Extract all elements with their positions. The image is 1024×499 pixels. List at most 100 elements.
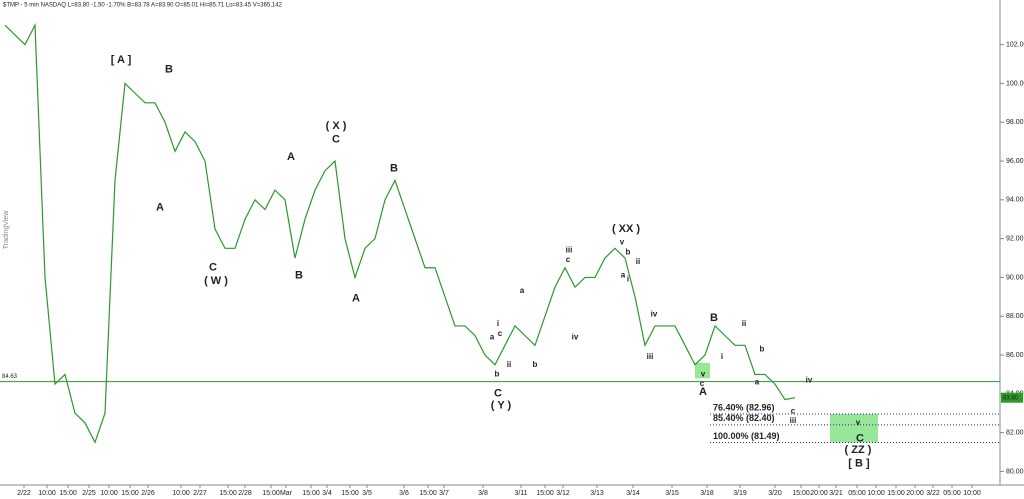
x-tick-label: 15:00 xyxy=(419,490,437,497)
y-tick-label: 100.00 xyxy=(1006,80,1024,87)
y-tick-label: 80.00 xyxy=(1006,468,1024,475)
wave-label: a xyxy=(490,333,495,342)
wave-label: [ B ] xyxy=(848,458,870,470)
wave-label: v xyxy=(620,238,625,247)
x-tick-label: 05:00 xyxy=(943,490,961,497)
wave-label: iii xyxy=(566,245,573,254)
x-tick-label: 2/27 xyxy=(193,490,207,497)
x-tick-label: 3/18 xyxy=(700,490,714,497)
x-tick-label: 15:00 xyxy=(887,490,905,497)
wave-label: B xyxy=(710,312,718,324)
wave-label: [ A ] xyxy=(111,54,132,66)
price-line xyxy=(4,22,796,444)
wave-label: C xyxy=(332,134,340,146)
wave-label: b xyxy=(760,344,765,353)
wave-label: b xyxy=(495,370,500,379)
x-tick-label: 3/22 xyxy=(926,490,940,497)
y-tick-label: 94.00 xyxy=(1006,197,1024,204)
x-tick-label: 15:00 xyxy=(792,490,810,497)
x-tick-label: 3/5 xyxy=(362,490,372,497)
last-price-label: 83.80 xyxy=(1003,395,1019,401)
wave-label: v xyxy=(701,370,706,379)
x-tick-label: 3/7 xyxy=(439,490,449,497)
target-zone xyxy=(695,362,710,379)
x-tick-label: 15:00 xyxy=(59,490,77,497)
wave-label: v xyxy=(856,418,861,427)
y-tick-label: 82.00 xyxy=(1006,429,1024,436)
last-price-box xyxy=(1001,392,1023,403)
x-tick-label: Mar xyxy=(280,490,293,497)
wave-label: ( ZZ ) xyxy=(845,444,872,456)
wave-label: C xyxy=(494,388,502,400)
chart-title: $TMP - 5 min NASDAQ L=83.80 -1.50 -1.70%… xyxy=(3,3,283,9)
x-tick-label: 3/15 xyxy=(665,490,679,497)
x-tick-label: 3/4 xyxy=(322,490,332,497)
wave-label: ii xyxy=(742,319,746,328)
wave-label: ii xyxy=(507,360,511,369)
x-tick-label: 3/13 xyxy=(590,490,604,497)
wave-label: ii xyxy=(636,257,640,266)
x-tick-label: 3/6 xyxy=(399,490,409,497)
y-tick-label: 98.00 xyxy=(1006,119,1024,126)
x-tick-label: 05:00 xyxy=(848,490,866,497)
x-tick-label: 15:00 xyxy=(262,490,280,497)
y-tick-label: 92.00 xyxy=(1006,235,1024,242)
x-tick-label: 3/12 xyxy=(556,490,570,497)
target-zone xyxy=(830,413,878,443)
wave-label: C xyxy=(209,262,217,274)
x-tick-label: 3/20 xyxy=(768,490,782,497)
wave-label: B xyxy=(165,64,173,76)
wave-label: A xyxy=(699,386,707,398)
y-tick-label: 90.00 xyxy=(1006,274,1024,281)
wave-label: c xyxy=(566,255,571,264)
x-tick-label: 3/14 xyxy=(626,490,640,497)
x-tick-label: 15:00 xyxy=(341,490,359,497)
wave-label: B xyxy=(295,269,303,281)
wave-label: iii xyxy=(647,352,654,361)
wave-label: iii xyxy=(790,416,797,425)
x-tick-label: 20:00 xyxy=(810,490,828,497)
wave-label: c xyxy=(700,379,705,388)
x-tick-label: 15:00 xyxy=(219,490,237,497)
wave-label: iv xyxy=(572,333,579,342)
wave-label: i xyxy=(721,352,723,361)
wave-label: ( X ) xyxy=(326,120,347,132)
x-tick-label: 2/25 xyxy=(82,490,96,497)
wave-label: iv xyxy=(806,375,813,384)
watermark: TradingView xyxy=(3,210,10,249)
wave-label: B xyxy=(390,163,398,175)
wave-label: a xyxy=(755,377,760,386)
wave-label: c xyxy=(791,406,796,415)
y-tick-label: 88.00 xyxy=(1006,313,1024,320)
wave-label: c xyxy=(498,329,503,338)
x-tick-label: 10:00 xyxy=(172,490,190,497)
wave-label: b xyxy=(626,247,631,256)
wave-label: b xyxy=(533,360,538,369)
x-tick-label: 10:00 xyxy=(100,490,118,497)
wave-label: i xyxy=(497,319,499,328)
wave-label: C xyxy=(856,432,864,444)
x-tick-label: 2/28 xyxy=(238,490,252,497)
fib-label: 76.40% (82.96) xyxy=(713,402,775,412)
wave-label: ( W ) xyxy=(204,275,228,287)
wave-label: A xyxy=(287,151,295,163)
x-tick-label: 3/19 xyxy=(733,490,747,497)
wave-label: a xyxy=(621,271,626,280)
x-tick-label: 10:00 xyxy=(38,490,56,497)
x-tick-label: 3/21 xyxy=(829,490,843,497)
wave-label: ( XX ) xyxy=(612,223,640,235)
x-tick-label: 2/22 xyxy=(17,490,31,497)
y-tick-label: 96.00 xyxy=(1006,158,1024,165)
y-tick-label: 86.00 xyxy=(1006,352,1024,359)
wave-label: A xyxy=(352,293,360,305)
x-tick-label: 3/11 xyxy=(514,490,527,497)
x-tick-label: 2/26 xyxy=(141,490,155,497)
x-tick-label: 3/8 xyxy=(478,490,488,497)
wave-label: A xyxy=(156,201,164,213)
x-tick-label: 15:00 xyxy=(302,490,320,497)
wave-label: iv xyxy=(651,309,658,318)
y-tick-label: 102.00 xyxy=(1006,41,1024,48)
x-tick-label: 10:00 xyxy=(963,490,981,497)
x-tick-label: 10:00 xyxy=(867,490,885,497)
